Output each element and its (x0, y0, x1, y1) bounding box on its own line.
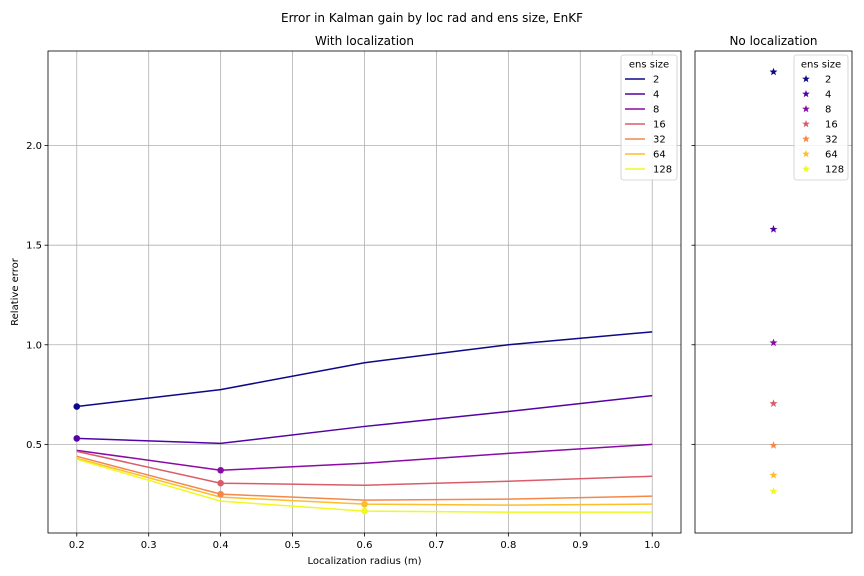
legend-star-8 (802, 105, 810, 113)
right-legend-title: ens size (801, 60, 841, 71)
x-tick-label: 1.0 (644, 540, 660, 551)
legend-star-4 (802, 90, 810, 98)
left-legend: ens size 2 4 8 16 32 64 128 (620, 54, 678, 181)
data-point-16 (217, 479, 224, 487)
series-line-8 (76, 443, 653, 472)
right-legend-label-8: 8 (825, 105, 831, 116)
series-line-2 (76, 331, 653, 408)
left-series-markers (73, 403, 368, 515)
star-marker-64 (769, 471, 778, 479)
star-marker-16 (769, 399, 778, 407)
left-y-ticks: 0.5 1.0 1.5 2.0 (26, 141, 48, 451)
legend-label-16: 16 (653, 120, 666, 131)
series-line-4 (76, 394, 653, 445)
star-marker-32 (769, 441, 778, 449)
x-tick-label: 0.3 (141, 540, 157, 551)
star-marker-8 (769, 338, 778, 347)
right-legend-label-128: 128 (825, 165, 844, 176)
x-tick-label: 0.5 (285, 540, 301, 551)
legend-label-32: 32 (653, 135, 666, 146)
data-point-32 (217, 490, 224, 498)
legend-label-64: 64 (653, 150, 666, 161)
legend-label-128: 128 (653, 165, 672, 176)
right-legend-label-32: 32 (825, 135, 838, 146)
right-legend-label-16: 16 (825, 120, 838, 131)
x-tick-label: 0.6 (357, 540, 373, 551)
y-tick-label: 1.0 (26, 340, 42, 351)
data-point-8 (217, 466, 224, 474)
right-y-ticks (691, 145, 695, 445)
left-x-ticks: 0.2 0.3 0.4 0.5 0.6 0.7 0.8 0.9 1.0 (69, 533, 660, 551)
star-marker-128 (769, 486, 778, 495)
figure-suptitle: Error in Kalman gain by loc rad and ens … (281, 11, 583, 25)
y-tick-label: 1.5 (26, 241, 42, 252)
y-axis-label: Relative error (10, 257, 21, 326)
legend-label-2: 2 (653, 75, 659, 86)
star-marker-4 (769, 225, 778, 233)
left-grid (48, 51, 681, 533)
data-point-2 (73, 403, 81, 410)
y-tick-label: 0.5 (26, 440, 42, 451)
x-tick-label: 0.9 (572, 540, 588, 551)
star-marker-2 (769, 67, 778, 76)
legend-label-8: 8 (653, 105, 659, 116)
legend-star-128 (802, 165, 810, 173)
data-point-4 (73, 435, 81, 442)
data-point-64 (361, 500, 368, 508)
series-line-16 (76, 450, 653, 486)
legend-label-4: 4 (653, 90, 659, 101)
panel-title-no-localization: No localization (729, 34, 817, 48)
x-axis-label: Localization radius (m) (307, 556, 421, 567)
left-legend-title: ens size (629, 60, 669, 71)
x-tick-label: 0.4 (213, 540, 229, 551)
x-tick-label: 0.7 (428, 540, 444, 551)
right-legend-label-4: 4 (825, 90, 831, 101)
right-axes-frame (694, 50, 853, 534)
x-tick-label: 0.8 (500, 540, 516, 551)
panel-no-localization: No localization ens size 2 4 8 16 32 64 128 (691, 34, 853, 534)
right-legend-box (793, 54, 849, 181)
legend-star-16 (802, 120, 810, 128)
panel-title-with-localization: With localization (315, 34, 414, 48)
right-legend: ens size 2 4 8 16 32 64 128 (793, 54, 849, 181)
series-line-32 (76, 455, 653, 501)
left-legend-box (620, 54, 678, 181)
right-legend-label-64: 64 (825, 150, 838, 161)
panel-with-localization: With localization 0.2 0.3 0.4 0.5 0.6 0.7 0.8 0… (10, 34, 682, 567)
legend-star-64 (802, 150, 810, 158)
right-series-markers (769, 67, 778, 495)
legend-star-32 (802, 135, 810, 143)
data-point-128 (361, 507, 368, 515)
right-legend-label-2: 2 (825, 75, 831, 86)
y-tick-label: 2.0 (26, 141, 42, 152)
legend-star-2 (802, 75, 810, 83)
left-series-lines (76, 331, 653, 513)
x-tick-label: 0.2 (69, 540, 85, 551)
